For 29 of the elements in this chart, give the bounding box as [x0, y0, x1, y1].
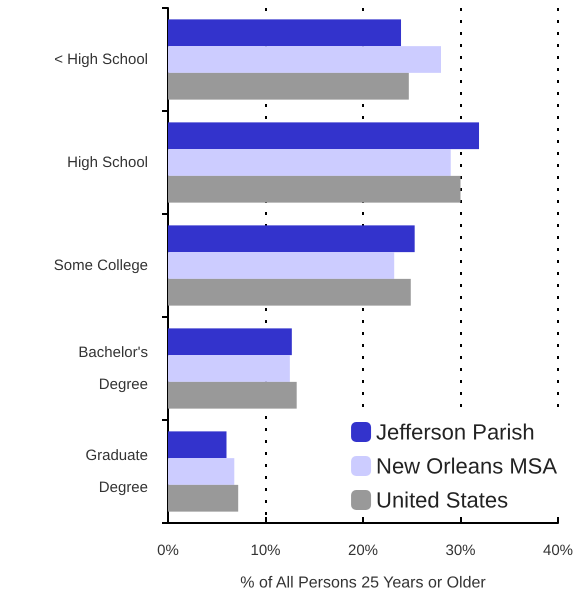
bar	[168, 278, 411, 306]
x-tick-label: 40%	[542, 542, 574, 559]
y-tick-label: Some College	[54, 257, 148, 274]
bar	[168, 328, 292, 356]
bar	[168, 252, 394, 279]
x-tick-label: 20%	[348, 542, 378, 559]
bar	[168, 72, 409, 100]
bar	[168, 382, 297, 409]
bar	[168, 149, 451, 176]
x-tick-label: 30%	[445, 542, 476, 559]
bar	[168, 176, 460, 203]
bar	[168, 484, 238, 512]
y-tick-label: Graduate Degree	[85, 447, 148, 496]
x-tick-label: 0%	[157, 542, 179, 559]
bar	[168, 458, 234, 485]
bar	[168, 225, 415, 252]
x-axis-title: % of All Persons 25 Years or Older	[240, 574, 486, 592]
y-tick-label: < High School	[54, 51, 148, 68]
bar	[168, 355, 290, 382]
legend-label: New Orleans MSA	[376, 454, 558, 478]
bar	[168, 46, 441, 73]
y-tick-label: Bachelor's Degree	[78, 344, 148, 393]
bar	[168, 122, 480, 150]
legend-label: United States	[376, 488, 508, 512]
bar	[168, 19, 402, 46]
y-tick-label: High School	[67, 154, 148, 171]
bar	[168, 431, 226, 458]
legend-label: Jefferson Parish	[376, 420, 535, 444]
x-tick-label: 10%	[250, 542, 281, 559]
